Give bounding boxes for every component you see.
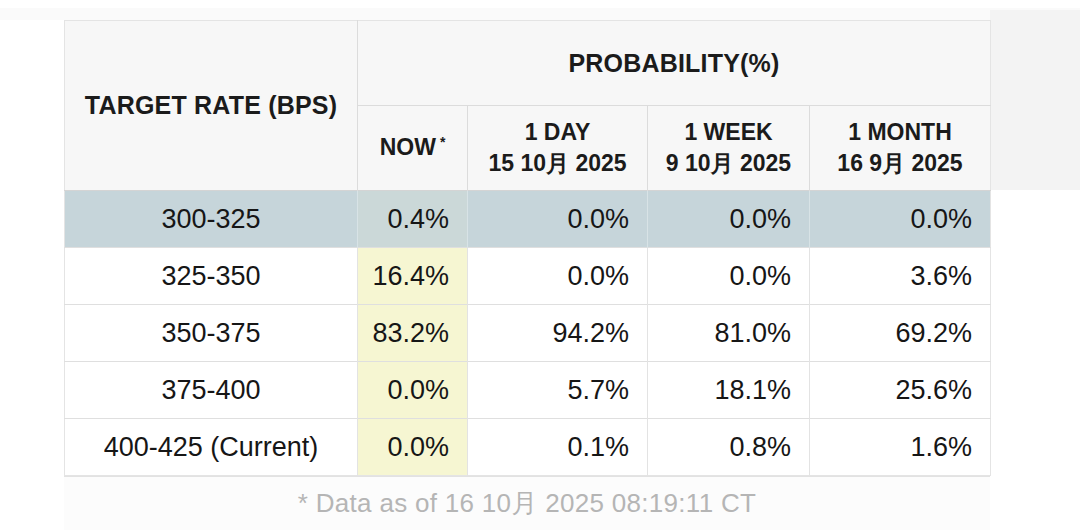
week-probability-cell: 81.0% (648, 305, 810, 362)
column-date: 9 10月 2025 (648, 148, 809, 179)
target-rate-header: TARGET RATE (BPS) (65, 21, 358, 191)
month-probability-cell: 1.6% (810, 419, 991, 476)
day-probability-cell: 5.7% (468, 362, 648, 419)
target-rate-cell: 350-375 (65, 305, 358, 362)
now-probability-cell: 0.4% (358, 191, 468, 248)
rate-probability-table: TARGET RATE (BPS) PROBABILITY(%) NOW* 1 … (64, 20, 991, 476)
probability-header: PROBABILITY(%) (358, 21, 991, 106)
target-rate-cell: 300-325 (65, 191, 358, 248)
column-header-1-week: 1 WEEK 9 10月 2025 (648, 106, 810, 191)
now-probability-cell: 0.0% (358, 419, 468, 476)
table-row-325-350: 325-350 16.4% 0.0% 0.0% 3.6% (65, 248, 991, 305)
now-probability-cell: 0.0% (358, 362, 468, 419)
week-probability-cell: 0.0% (648, 191, 810, 248)
target-rate-cell: 375-400 (65, 362, 358, 419)
month-probability-cell: 25.6% (810, 362, 991, 419)
table-row-300-325: 300-325 0.4% 0.0% 0.0% 0.0% (65, 191, 991, 248)
column-label: 1 DAY (468, 117, 647, 148)
month-probability-cell: 0.0% (810, 191, 991, 248)
column-header-1-month: 1 MONTH 16 9月 2025 (810, 106, 991, 191)
target-rate-cell: 400-425 (Current) (65, 419, 358, 476)
table-row-400-425-current: 400-425 (Current) 0.0% 0.1% 0.8% 1.6% (65, 419, 991, 476)
now-label: NOW (380, 134, 436, 160)
now-asterisk: * (440, 134, 445, 150)
column-date: 15 10月 2025 (468, 148, 647, 179)
now-probability-cell: 83.2% (358, 305, 468, 362)
column-label: 1 MONTH (810, 117, 990, 148)
column-header-now: NOW* (358, 106, 468, 191)
day-probability-cell: 0.1% (468, 419, 648, 476)
day-probability-cell: 0.0% (468, 248, 648, 305)
now-probability-cell: 16.4% (358, 248, 468, 305)
column-header-1-day: 1 DAY 15 10月 2025 (468, 106, 648, 191)
week-probability-cell: 18.1% (648, 362, 810, 419)
target-rate-cell: 325-350 (65, 248, 358, 305)
table-row-350-375: 350-375 83.2% 94.2% 81.0% 69.2% (65, 305, 991, 362)
month-probability-cell: 69.2% (810, 305, 991, 362)
week-probability-cell: 0.0% (648, 248, 810, 305)
day-probability-cell: 94.2% (468, 305, 648, 362)
probability-header-row: TARGET RATE (BPS) PROBABILITY(%) (65, 21, 991, 106)
page-right-margin (990, 10, 1080, 190)
data-as-of-footnote: * Data as of 16 10月 2025 08:19:11 CT (64, 476, 990, 530)
day-probability-cell: 0.0% (468, 191, 648, 248)
month-probability-cell: 3.6% (810, 248, 991, 305)
week-probability-cell: 0.8% (648, 419, 810, 476)
table-row-375-400: 375-400 0.0% 5.7% 18.1% 25.6% (65, 362, 991, 419)
page-top-band (0, 8, 1080, 20)
fedwatch-probability-panel: TARGET RATE (BPS) PROBABILITY(%) NOW* 1 … (64, 20, 990, 530)
column-date: 16 9月 2025 (810, 148, 990, 179)
column-label: 1 WEEK (648, 117, 809, 148)
